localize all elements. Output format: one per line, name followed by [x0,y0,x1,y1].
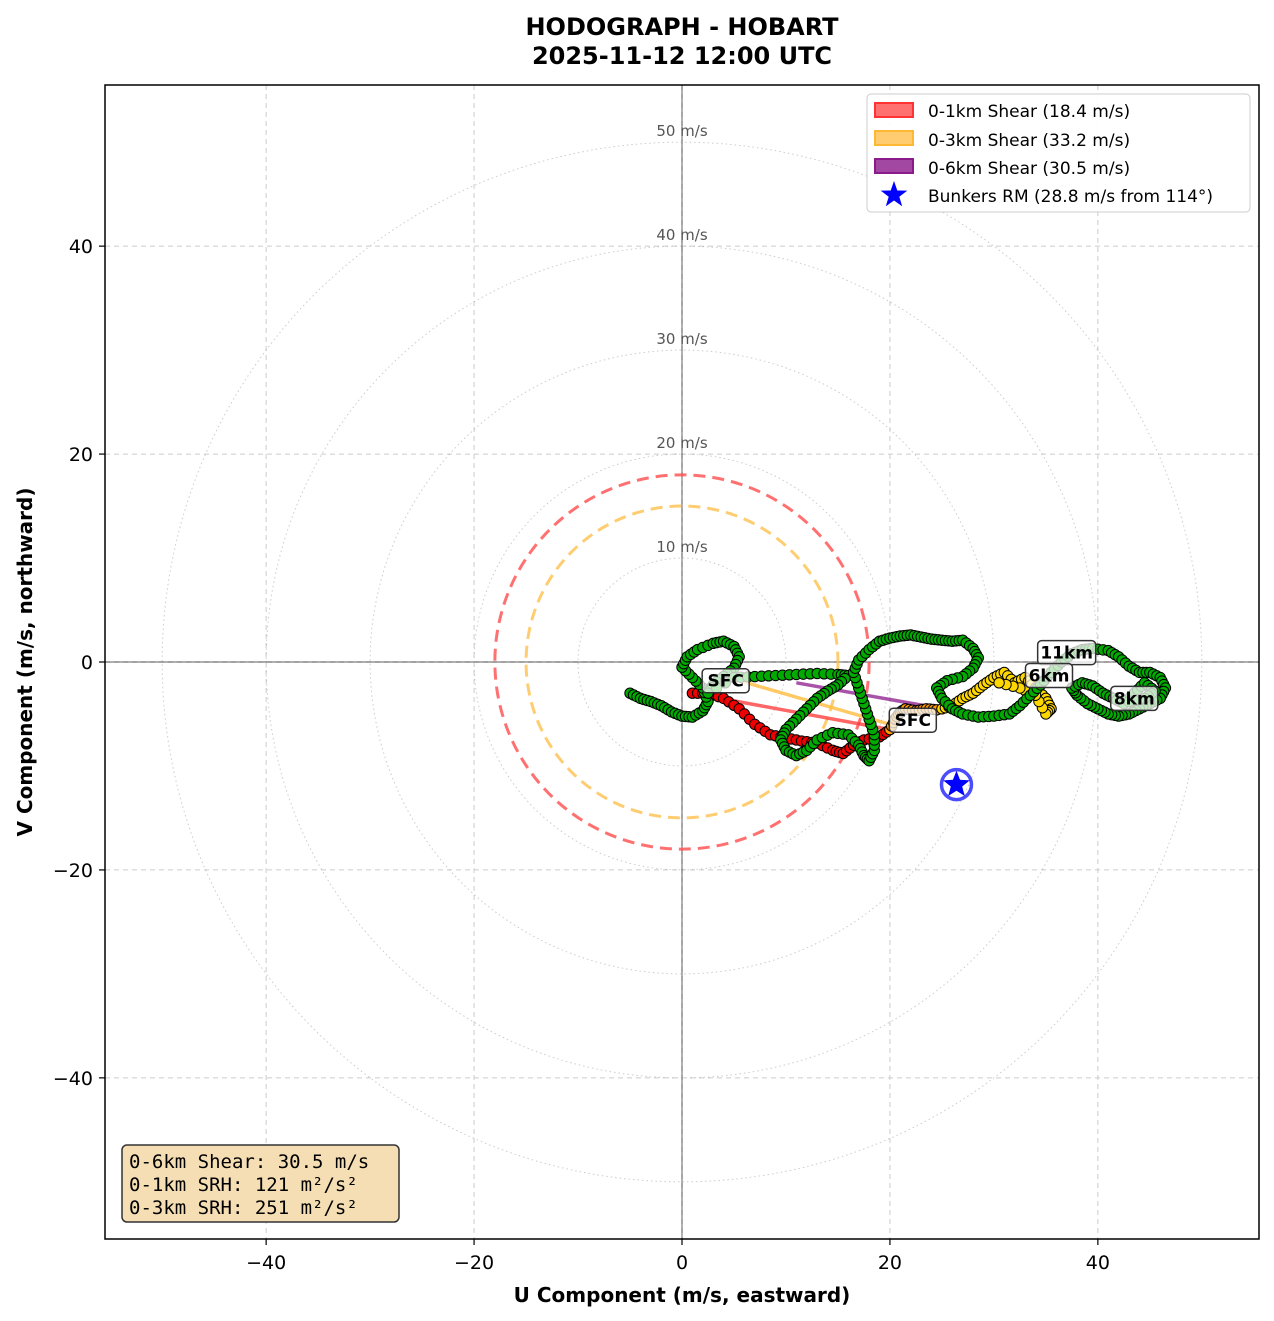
speed-ring-label: 40 m/s [656,226,708,244]
height-label-box [701,667,750,694]
bunkers-marker [939,767,974,802]
shear-circle [493,473,871,851]
chart-title-line2: 2025-11-12 12:00 UTC [532,42,832,70]
height-labels: SFC SFC 11km 6km 8km [701,639,1159,733]
legend-label-bunkers: Bunkers RM (28.8 m/s from 114°) [928,187,1213,207]
stats-box-frame [121,1144,400,1223]
speed-ring [265,245,1099,1079]
y-tick-label: 0 [81,652,93,674]
stats-box: 0-6km Shear: 30.5 m/s 0-1km SRH: 121 m²/… [121,1144,400,1223]
x-tick-label: 40 [1086,1252,1110,1274]
legend-frame [866,93,1251,213]
shear-circles [493,473,871,851]
x-axis-ticks: −40 −20 0 20 40 [246,1239,1110,1274]
legend-label-0-1km: 0-1km Shear (18.4 m/s) [928,102,1130,122]
legend: 0-1km Shear (18.4 m/s) 0-3km Shear (33.2… [866,93,1251,213]
speed-ring [369,349,995,975]
height-label: 11km [1040,644,1093,664]
legend-swatch-0-3km [874,130,914,146]
speed-ring-label: 10 m/s [656,538,708,556]
legend-label-0-3km: 0-3km Shear (33.2 m/s) [928,131,1130,151]
y-axis-label: V Component (m/s, northward) [13,487,37,836]
stats-line-srh3: 0-3km SRH: 251 m²/s² [129,1197,358,1219]
legend-label-0-6km: 0-6km Shear (30.5 m/s) [928,159,1130,179]
speed-rings: 10 m/s 20 m/s 30 m/s 40 m/s 50 m/s [161,122,1203,1183]
stats-line-shear: 0-6km Shear: 30.5 m/s [129,1151,369,1173]
shear-circle [524,504,840,820]
height-label-box [888,707,938,733]
y-tick-label: 20 [69,444,93,466]
x-tick-label: −20 [454,1252,494,1274]
x-tick-label: 0 [676,1252,688,1274]
legend-swatch-0-1km [874,102,914,118]
legend-star-icon [880,181,908,207]
height-label: 6km [1029,667,1070,687]
x-tick-label: 20 [878,1252,902,1274]
speed-ring-label: 50 m/s [656,122,708,140]
y-tick-label: −40 [53,1068,93,1090]
speed-ring [473,453,891,871]
shear-vector [796,681,943,711]
bunkers-star-icon [943,770,970,796]
height-label: SFC [707,672,743,692]
y-axis-ticks: −40 −20 0 20 40 [53,236,105,1090]
y-tick-label: 40 [69,236,93,258]
height-label: SFC [895,711,931,731]
height-label-box [1109,685,1159,712]
bunkers-ring [939,767,974,802]
y-tick-label: −20 [53,860,93,882]
x-tick-label: −40 [246,1252,286,1274]
stats-line-srh1: 0-1km SRH: 121 m²/s² [129,1174,358,1196]
data-point [993,677,1005,689]
speed-ring-label: 20 m/s [656,434,708,452]
speed-ring-label: 30 m/s [656,330,708,348]
chart-title-line1: HODOGRAPH - HOBART [525,13,839,41]
height-label-box [1024,662,1074,689]
legend-swatch-0-6km [874,158,914,174]
speed-ring [577,557,787,767]
height-label: 8km [1114,689,1155,709]
x-axis-label: U Component (m/s, eastward) [514,1283,851,1307]
speed-ring [161,141,1203,1183]
